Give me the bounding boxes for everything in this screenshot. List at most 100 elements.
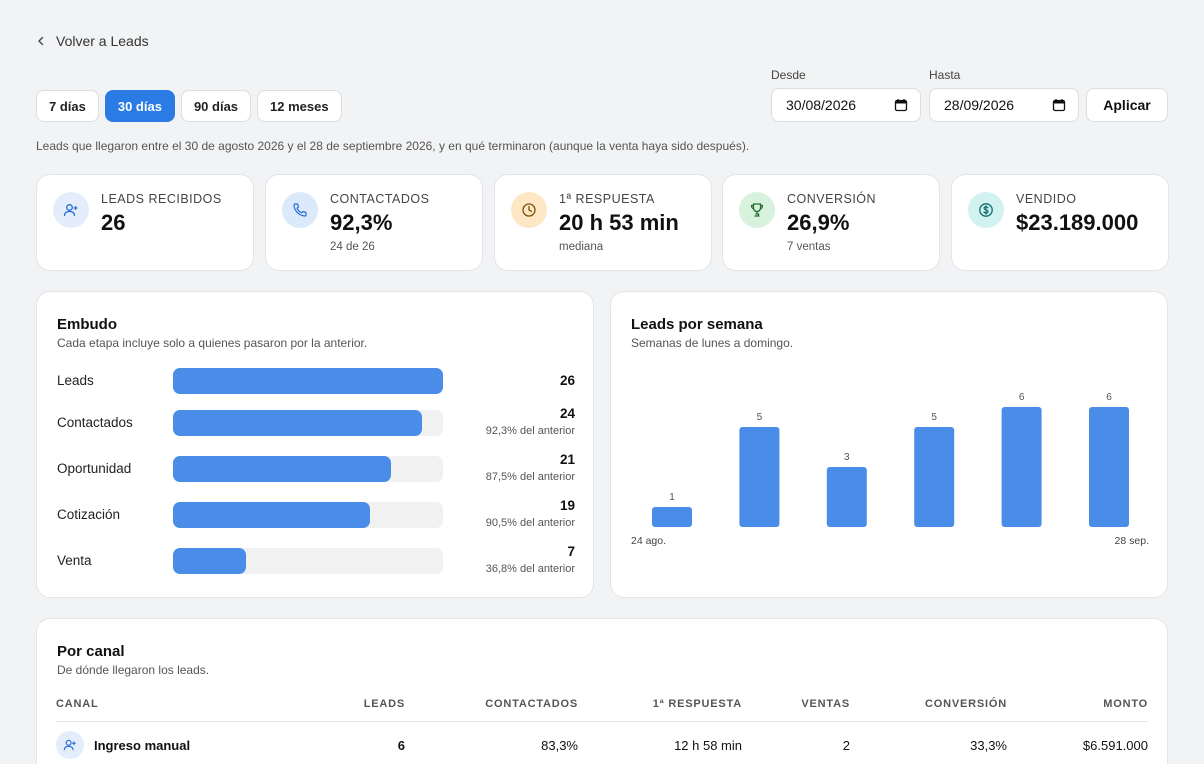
channel-title: Por canal bbox=[57, 643, 125, 660]
funnel-stage-venta: Venta 7 36,8% del anterior bbox=[57, 544, 575, 576]
range-selector: 7 días 30 días 90 días 12 meses bbox=[36, 90, 342, 122]
funnel-stage-leads: Leads 26 bbox=[57, 366, 575, 396]
kpi-value: 26 bbox=[101, 210, 126, 235]
column-header-respuesta: 1ª RESPUESTA bbox=[652, 698, 742, 710]
kpi-value: 20 h 53 min bbox=[559, 210, 679, 235]
date-range-note: Leads que llegaron entre el 30 de agosto… bbox=[36, 139, 750, 153]
to-date-value: 28/09/2026 bbox=[944, 97, 1015, 113]
funnel-stage-count: 21 bbox=[559, 452, 575, 467]
funnel-bar bbox=[173, 410, 422, 436]
back-label: Volver a Leads bbox=[56, 33, 149, 49]
funnel-track bbox=[173, 548, 443, 574]
range-30-days-button[interactable]: 30 días bbox=[104, 90, 175, 122]
kpi-sub: mediana bbox=[559, 241, 604, 253]
week-bar-value-label: 6 bbox=[1106, 392, 1112, 403]
funnel-title: Embudo bbox=[57, 316, 117, 333]
weekly-title: Leads por semana bbox=[631, 316, 763, 333]
weekly-subtitle: Semanas de lunes a domingo. bbox=[631, 336, 794, 350]
funnel-stage-count: 24 bbox=[559, 406, 575, 421]
funnel-stage-pct: 90,5% del anterior bbox=[485, 517, 575, 529]
week-bar bbox=[914, 427, 955, 527]
dollar-icon bbox=[968, 192, 1004, 228]
channel-response: 12 h 58 min bbox=[674, 738, 742, 753]
week-bar bbox=[826, 467, 867, 527]
channel-leads: 6 bbox=[397, 738, 405, 753]
range-12-months-button[interactable]: 12 meses bbox=[257, 90, 342, 122]
funnel-bar bbox=[173, 502, 370, 528]
kpi-label: LEADS RECIBIDOS bbox=[101, 192, 222, 206]
kpi-first-response: 1ª RESPUESTA 20 h 53 min mediana bbox=[494, 174, 712, 271]
kpi-sub: 24 de 26 bbox=[330, 241, 375, 253]
kpi-label: CONVERSIÓN bbox=[787, 192, 877, 206]
column-header-monto: MONTO bbox=[1103, 698, 1148, 710]
week-bar-value-label: 5 bbox=[757, 412, 763, 423]
week-bar-value-label: 6 bbox=[1019, 392, 1025, 403]
kpi-sold: VENDIDO $23.189.000 bbox=[951, 174, 1169, 271]
week-bar bbox=[739, 427, 780, 527]
user-plus-icon bbox=[56, 731, 84, 759]
funnel-stage-count: 7 bbox=[567, 544, 575, 559]
calendar-icon[interactable] bbox=[894, 98, 908, 112]
from-date-input[interactable]: 30/08/2026 bbox=[771, 88, 921, 122]
x-axis-start-label: 24 ago. bbox=[631, 535, 666, 547]
to-date-input[interactable]: 28/09/2026 bbox=[929, 88, 1079, 122]
channel-contacted: 83,3% bbox=[541, 738, 578, 753]
funnel-track bbox=[173, 368, 443, 394]
channel-subtitle: De dónde llegaron los leads. bbox=[57, 663, 210, 677]
kpi-conversion: CONVERSIÓN 26,9% 7 ventas bbox=[722, 174, 940, 271]
kpi-value: 92,3% bbox=[330, 210, 393, 235]
week-bar-value-label: 3 bbox=[844, 452, 850, 463]
funnel-stage-label: Leads bbox=[57, 373, 94, 388]
funnel-stage-label: Contactados bbox=[57, 415, 133, 430]
apply-button[interactable]: Aplicar bbox=[1086, 88, 1168, 122]
week-bar-value-label: 5 bbox=[931, 412, 937, 423]
column-header-leads: LEADS bbox=[363, 698, 405, 710]
from-date-value: 30/08/2026 bbox=[786, 97, 857, 113]
weekly-bar-chart: 1 5 3 5 6 6 24 ago. 28 sep. bbox=[631, 392, 1149, 547]
week-bar bbox=[1089, 407, 1129, 527]
kpi-label: CONTACTADOS bbox=[330, 192, 430, 206]
back-to-leads-link[interactable]: Volver a Leads bbox=[36, 33, 149, 49]
table-divider bbox=[56, 721, 1148, 722]
funnel-track bbox=[173, 410, 443, 436]
from-date-label: Desde bbox=[771, 68, 806, 82]
to-date-label: Hasta bbox=[929, 68, 961, 82]
channel-amount: $6.591.000 bbox=[1082, 738, 1148, 753]
funnel-bar bbox=[173, 548, 246, 574]
channel-conversion: 33,3% bbox=[970, 738, 1007, 753]
week-bar bbox=[1001, 407, 1042, 527]
clock-icon bbox=[511, 192, 547, 228]
channel-sales: 2 bbox=[842, 738, 850, 753]
funnel-stage-count: 19 bbox=[559, 498, 575, 513]
column-header-contactados: CONTACTADOS bbox=[485, 698, 578, 710]
weekly-leads-card: Leads por semana Semanas de lunes a domi… bbox=[610, 291, 1168, 598]
range-7-days-button[interactable]: 7 días bbox=[36, 90, 99, 122]
kpi-value: 26,9% bbox=[787, 210, 850, 235]
funnel-track bbox=[173, 502, 443, 528]
funnel-bar bbox=[173, 456, 391, 482]
phone-icon bbox=[282, 192, 318, 228]
funnel-stage-contactados: Contactados 24 92,3% del anterior bbox=[57, 406, 575, 438]
channel-card: Por canal De dónde llegaron los leads. bbox=[36, 618, 1168, 764]
trophy-icon bbox=[739, 192, 775, 228]
channel-name: Ingreso manual bbox=[94, 738, 191, 753]
range-90-days-button[interactable]: 90 días bbox=[180, 90, 252, 122]
funnel-subtitle: Cada etapa incluye solo a quienes pasaro… bbox=[57, 336, 368, 350]
funnel-card: Embudo Cada etapa incluye solo a quienes… bbox=[36, 291, 594, 598]
column-header-conversion: CONVERSIÓN bbox=[925, 698, 1007, 710]
week-bar bbox=[652, 507, 692, 527]
week-bar-value-label: 1 bbox=[669, 492, 675, 503]
to-date-group: Hasta 28/09/2026 bbox=[929, 68, 1079, 122]
kpi-label: VENDIDO bbox=[1016, 192, 1077, 206]
funnel-stage-label: Venta bbox=[57, 553, 92, 568]
funnel-stage-pct: 92,3% del anterior bbox=[485, 425, 575, 437]
chevron-left-icon bbox=[38, 36, 44, 46]
kpi-sub: 7 ventas bbox=[787, 241, 831, 253]
funnel-track bbox=[173, 456, 443, 482]
x-axis-end-label: 28 sep. bbox=[1115, 535, 1149, 547]
funnel-stage-oportunidad: Oportunidad 21 87,5% del anterior bbox=[57, 452, 575, 484]
calendar-icon[interactable] bbox=[1052, 98, 1066, 112]
funnel-stage-label: Cotización bbox=[57, 507, 121, 522]
column-header-ventas: VENTAS bbox=[801, 698, 850, 710]
user-plus-icon bbox=[53, 192, 89, 228]
